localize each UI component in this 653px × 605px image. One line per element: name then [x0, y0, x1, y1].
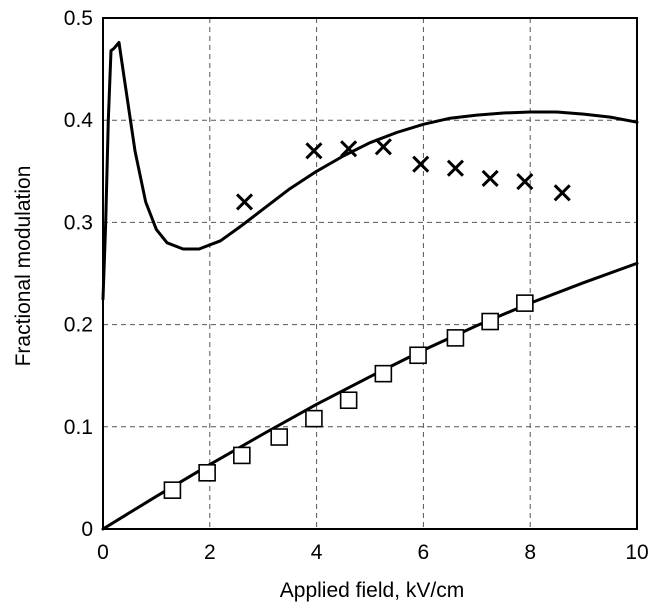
- cross-marker: [374, 138, 392, 156]
- x-tick-label: 6: [418, 541, 430, 564]
- square-marker: [516, 294, 534, 312]
- series-line-3: [101, 261, 639, 531]
- y-tick-label: 0.3: [64, 211, 93, 234]
- y-tick-label: 0: [81, 518, 93, 541]
- cross-marker: [412, 155, 430, 173]
- square-marker: [163, 481, 182, 499]
- x-axis-title: Applied field, kV/cm: [280, 579, 464, 602]
- square-marker: [233, 446, 251, 465]
- y-axis-title: Fractional modulation: [12, 166, 35, 367]
- tick-labels: 0 2 4 6 8 10 0 0.1 0.2 0.3 0.4 0.5: [64, 7, 649, 564]
- x-tick-label: 8: [524, 541, 536, 564]
- series-points-4: [163, 294, 534, 499]
- series-points-2: [235, 138, 571, 211]
- plot-frame: [102, 17, 638, 530]
- y-tick-label: 0.4: [64, 109, 94, 132]
- cross-marker: [481, 169, 499, 188]
- x-tick-label: 10: [625, 541, 648, 564]
- series-line-1: [101, 41, 639, 301]
- cross-marker: [235, 193, 254, 211]
- square-marker: [446, 329, 465, 347]
- cross-marker: [305, 142, 323, 160]
- square-marker: [305, 409, 323, 428]
- cross-marker: [516, 172, 534, 191]
- y-tick-label: 0.5: [64, 7, 93, 30]
- y-tick-label: 0.1: [64, 416, 93, 439]
- cross-marker: [446, 159, 465, 177]
- square-marker: [481, 312, 499, 331]
- x-tick-label: 0: [97, 541, 109, 564]
- square-marker: [270, 428, 289, 446]
- x-tick-label: 2: [204, 541, 216, 564]
- square-marker: [339, 391, 358, 410]
- grid-lines: [103, 18, 637, 529]
- cross-marker: [553, 184, 571, 202]
- cross-marker: [340, 140, 358, 158]
- x-tick-label: 4: [311, 541, 323, 564]
- square-marker: [374, 364, 393, 383]
- square-marker: [409, 346, 427, 365]
- plot-series: [101, 41, 639, 531]
- y-tick-label: 0.2: [64, 314, 93, 337]
- square-marker: [198, 463, 216, 482]
